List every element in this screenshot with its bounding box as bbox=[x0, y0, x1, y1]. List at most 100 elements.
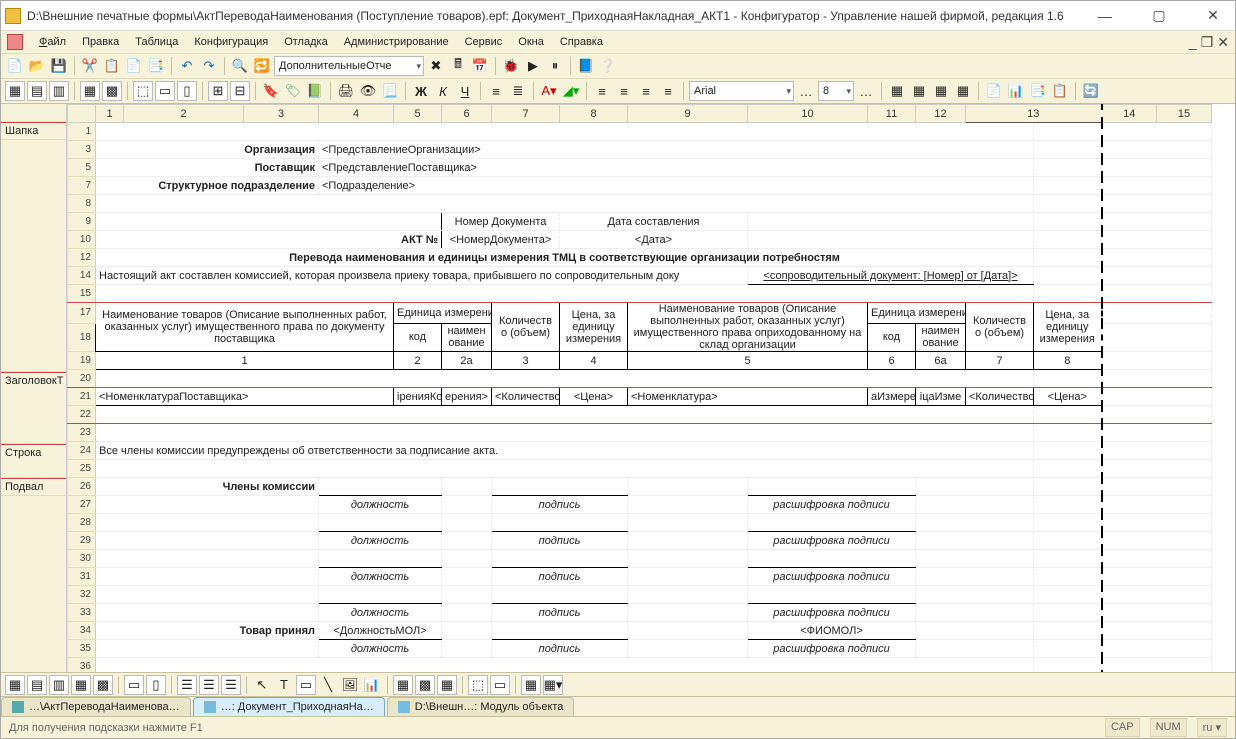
arrow-icon[interactable]: ↖ bbox=[252, 675, 272, 695]
mdi-restore-icon[interactable]: ❐ bbox=[1201, 34, 1214, 51]
open-icon[interactable]: 📂 bbox=[27, 56, 47, 76]
b12-icon[interactable]: ▩ bbox=[415, 675, 435, 695]
menu-service[interactable]: Сервис bbox=[457, 33, 511, 51]
al2-icon[interactable]: ≡ bbox=[614, 81, 634, 101]
align-left-icon[interactable]: ≡ bbox=[486, 81, 506, 101]
merge1-icon[interactable]: ⬚ bbox=[133, 81, 153, 101]
pic-icon[interactable]: 🖼 bbox=[340, 675, 360, 695]
copy-icon[interactable]: 📋 bbox=[102, 56, 122, 76]
tab-1[interactable]: …\АктПереводаНаименова… bbox=[1, 697, 191, 716]
minimize-button[interactable]: — bbox=[1087, 4, 1123, 28]
align-center-icon[interactable]: ≣ bbox=[508, 81, 528, 101]
find-icon[interactable]: 🔍 bbox=[230, 56, 250, 76]
t6-icon[interactable]: 📊 bbox=[1006, 81, 1026, 101]
menu-config[interactable]: Конфигурация bbox=[186, 33, 276, 51]
status-lang[interactable]: ru ▾ bbox=[1197, 718, 1227, 737]
b17-icon[interactable]: ▦▾ bbox=[543, 675, 563, 695]
menu-admin[interactable]: Администрирование bbox=[336, 33, 457, 51]
t4-icon[interactable]: ▦ bbox=[953, 81, 973, 101]
b2-icon[interactable]: ▤ bbox=[27, 675, 47, 695]
b6-icon[interactable]: ▭ bbox=[124, 675, 144, 695]
toolbar-combo[interactable]: ДополнительныеОтче bbox=[274, 56, 424, 76]
b5-icon[interactable]: ▩ bbox=[93, 675, 113, 695]
b11-icon[interactable]: ▦ bbox=[393, 675, 413, 695]
t2-icon[interactable]: ▦ bbox=[909, 81, 929, 101]
dropdown-x-icon[interactable]: ✖ bbox=[426, 56, 446, 76]
menu-help[interactable]: Справка bbox=[552, 33, 611, 51]
ins1-icon[interactable]: ⊞ bbox=[208, 81, 228, 101]
cells1-icon[interactable]: ▦ bbox=[5, 81, 25, 101]
b15-icon[interactable]: ▭ bbox=[490, 675, 510, 695]
page-icon[interactable]: 📃 bbox=[380, 81, 400, 101]
t3-icon[interactable]: ▦ bbox=[931, 81, 951, 101]
mdi-close-icon[interactable]: ✕ bbox=[1217, 34, 1229, 51]
al3-icon[interactable]: ≡ bbox=[636, 81, 656, 101]
cells5-icon[interactable]: ▩ bbox=[102, 81, 122, 101]
font-color-icon[interactable]: A▾ bbox=[539, 81, 559, 101]
cells2-icon[interactable]: ▤ bbox=[27, 81, 47, 101]
print-icon[interactable]: 🖨 bbox=[336, 81, 356, 101]
chart-icon[interactable]: 📊 bbox=[362, 675, 382, 695]
t1-icon[interactable]: ▦ bbox=[887, 81, 907, 101]
syntax-icon[interactable]: 📘 bbox=[576, 56, 596, 76]
menu-edit[interactable]: Правка bbox=[74, 33, 127, 51]
maximize-button[interactable]: ▢ bbox=[1141, 4, 1177, 28]
debug2-icon[interactable]: ▶ bbox=[523, 56, 543, 76]
merge2-icon[interactable]: ▭ bbox=[155, 81, 175, 101]
b1-icon[interactable]: ▦ bbox=[5, 675, 25, 695]
merge3-icon[interactable]: ▯ bbox=[177, 81, 197, 101]
b14-icon[interactable]: ⬚ bbox=[468, 675, 488, 695]
b4-icon[interactable]: ▦ bbox=[71, 675, 91, 695]
size-more-icon[interactable]: … bbox=[856, 81, 876, 101]
ins2-icon[interactable]: ⊟ bbox=[230, 81, 250, 101]
line-icon[interactable]: ╲ bbox=[318, 675, 338, 695]
menu-table[interactable]: Таблица bbox=[127, 33, 186, 51]
cells3-icon[interactable]: ▥ bbox=[49, 81, 69, 101]
debug1-icon[interactable]: 🐞 bbox=[501, 56, 521, 76]
bg-color-icon[interactable]: ◢▾ bbox=[561, 81, 581, 101]
menu-debug[interactable]: Отладка bbox=[276, 33, 335, 51]
spreadsheet[interactable]: 12 34 56 78 910 1112 13 1415 1 3 Организ… bbox=[67, 104, 1235, 672]
bookmark2-icon[interactable]: 🏷 bbox=[283, 81, 303, 101]
refresh-icon[interactable]: 🔄 bbox=[1081, 81, 1101, 101]
calc-icon[interactable]: 🖩 bbox=[448, 56, 468, 76]
cells4-icon[interactable]: ▦ bbox=[80, 81, 100, 101]
al4-icon[interactable]: ≡ bbox=[658, 81, 678, 101]
preview-icon[interactable]: 👁 bbox=[358, 81, 378, 101]
font-more-icon[interactable]: … bbox=[796, 81, 816, 101]
menu-file[interactable]: Файл bbox=[31, 33, 74, 51]
t7-icon[interactable]: 📑 bbox=[1028, 81, 1048, 101]
b16-icon[interactable]: ▦ bbox=[521, 675, 541, 695]
t5-icon[interactable]: 📄 bbox=[984, 81, 1004, 101]
calendar-icon[interactable]: 📅 bbox=[470, 56, 490, 76]
paste2-icon[interactable]: 📑 bbox=[146, 56, 166, 76]
help-icon[interactable]: ❔ bbox=[598, 56, 618, 76]
close-button[interactable]: ✕ bbox=[1195, 4, 1231, 28]
tab-2[interactable]: …: Документ_ПриходнаяНа… bbox=[193, 697, 385, 716]
al1-icon[interactable]: ≡ bbox=[592, 81, 612, 101]
bold-icon[interactable]: Ж bbox=[411, 81, 431, 101]
paste-icon[interactable]: 📄 bbox=[124, 56, 144, 76]
b7-icon[interactable]: ▯ bbox=[146, 675, 166, 695]
bookmark-icon[interactable]: 🔖 bbox=[261, 81, 281, 101]
rect-icon[interactable]: ▭ bbox=[296, 675, 316, 695]
menu-windows[interactable]: Окна bbox=[510, 33, 552, 51]
italic-icon[interactable]: К bbox=[433, 81, 453, 101]
b10-icon[interactable]: ☰ bbox=[221, 675, 241, 695]
b13-icon[interactable]: ▦ bbox=[437, 675, 457, 695]
new-icon[interactable]: 📄 bbox=[5, 56, 25, 76]
bookmark3-icon[interactable]: 📗 bbox=[305, 81, 325, 101]
goto-icon[interactable]: 🔁 bbox=[252, 56, 272, 76]
save-icon[interactable]: 💾 bbox=[49, 56, 69, 76]
t8-icon[interactable]: 📋 bbox=[1050, 81, 1070, 101]
b8-icon[interactable]: ☰ bbox=[177, 675, 197, 695]
b9-icon[interactable]: ☰ bbox=[199, 675, 219, 695]
tab-3[interactable]: D:\Внешн…: Модуль объекта bbox=[387, 697, 575, 716]
text-icon[interactable]: T bbox=[274, 675, 294, 695]
font-combo[interactable]: Arial bbox=[689, 81, 794, 101]
cut-icon[interactable]: ✂️ bbox=[80, 56, 100, 76]
redo-icon[interactable]: ↷ bbox=[199, 56, 219, 76]
debug3-icon[interactable]: ⏸ bbox=[545, 56, 565, 76]
b3-icon[interactable]: ▥ bbox=[49, 675, 69, 695]
underline-icon[interactable]: Ч bbox=[455, 81, 475, 101]
